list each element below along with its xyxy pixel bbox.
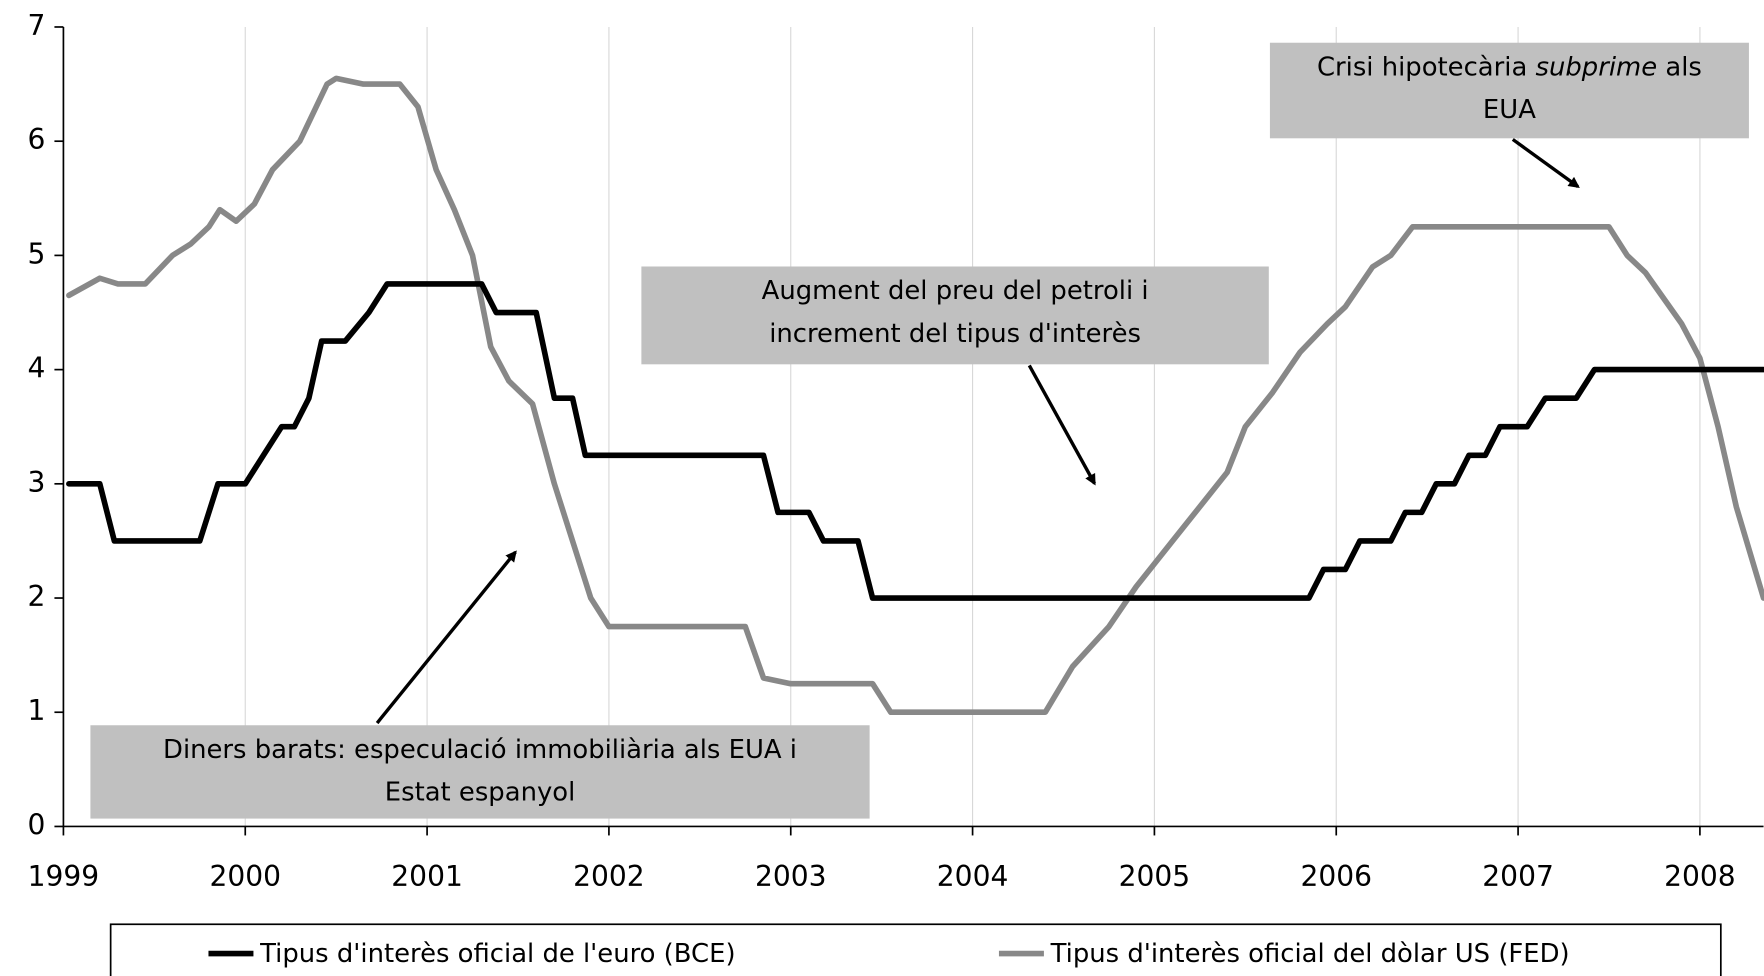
series-line	[66, 75, 1764, 716]
x-tick-label: 2008	[1664, 860, 1736, 893]
x-tick-label: 2002	[573, 860, 645, 893]
y-tick-label: 3	[28, 466, 46, 499]
legend-box	[109, 923, 1722, 976]
annotation-segment: Crisi hipotecària	[1317, 52, 1536, 82]
annotation-text: increment del tipus d'interès	[769, 318, 1141, 348]
x-tick-label: 2006	[1300, 860, 1372, 893]
annotation-segment: als	[1657, 52, 1702, 82]
annotation-text: Augment del preu del petroli i	[762, 276, 1149, 306]
x-tick-label: 2000	[209, 860, 281, 893]
annotation-box	[641, 266, 1269, 365]
lines	[66, 75, 1764, 716]
annotation-text: Crisi hipotecària subprime als	[1317, 52, 1702, 82]
annotation-box	[90, 725, 870, 819]
series-line	[66, 281, 1764, 601]
x-tick-label: 2001	[391, 860, 463, 893]
y-tick-label: 5	[28, 237, 46, 270]
y-tick-label: 1	[28, 694, 46, 727]
x-tick-label: 2007	[1482, 860, 1554, 893]
y-tick-label: 4	[28, 352, 46, 385]
y-tick-label: 0	[28, 808, 46, 841]
annotation-layer: Crisi hipotecària subprime als EUA Augment…	[90, 42, 1749, 819]
annotation-segment: Diners barats: especulació immobiliària …	[163, 734, 797, 764]
arrow	[1027, 364, 1096, 486]
annotation-segment: subprime	[1536, 52, 1658, 82]
y-tick-label: 2	[28, 580, 46, 613]
annotation-segment: increment del tipus d'interès	[769, 318, 1141, 348]
legend-label: Tipus d'interès oficial de l'euro (BCE)	[259, 939, 735, 969]
legend: Tipus d'interès oficial de l'euro (BCE) T…	[208, 939, 1570, 969]
annotation-segment: EUA	[1483, 95, 1536, 125]
y-tick-label: 6	[28, 123, 46, 156]
annotation-text: Estat espanyol	[385, 777, 576, 807]
axes: 1999 2000 2001 2002 2003 2004 2005 2006 2007 2008…	[28, 9, 1764, 893]
legend-label: Tipus d'interès oficial del dòlar US (FE…	[1050, 939, 1570, 969]
arrow	[375, 550, 517, 725]
annotation-segment: Augment del preu del petroli i	[762, 276, 1149, 306]
annotation-text: Diners barats: especulació immobiliària …	[163, 734, 797, 764]
x-tick-label: 2003	[755, 860, 827, 893]
arrow	[1511, 138, 1580, 189]
annotation-text: EUA	[1483, 95, 1536, 125]
grid	[62, 26, 1701, 827]
x-tick-label: 2004	[937, 860, 1009, 893]
y-tick-label: 7	[28, 9, 46, 42]
x-tick-label: 1999	[28, 860, 100, 893]
annotation-box	[1269, 42, 1749, 139]
x-tick-label: 2005	[1119, 860, 1191, 893]
annotation-segment: Estat espanyol	[385, 777, 576, 807]
